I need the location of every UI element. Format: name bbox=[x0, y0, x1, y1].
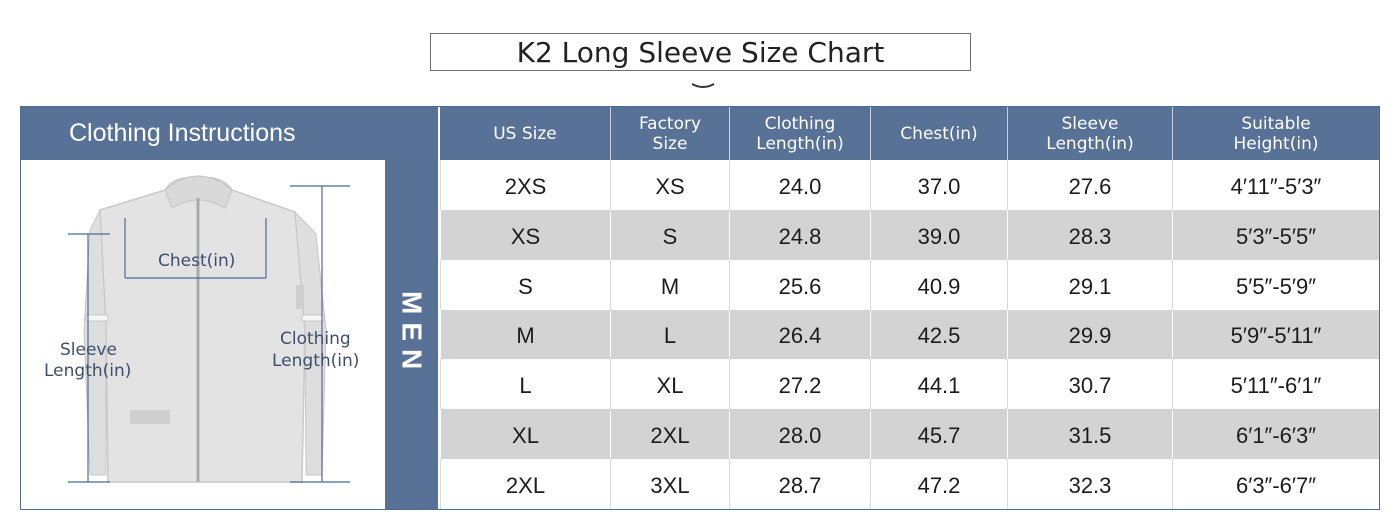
table-cell: 47.2 bbox=[870, 459, 1007, 509]
table-cell: 28.7 bbox=[729, 459, 870, 509]
col-header-chest: Chest(in) bbox=[870, 107, 1007, 160]
table-cell: 4′11″-5′3″ bbox=[1172, 160, 1379, 210]
category-label: MEN bbox=[396, 291, 428, 378]
col-header-factory-size: Factory Size bbox=[610, 107, 729, 160]
table-cell: 5′11″-6′1″ bbox=[1172, 359, 1379, 410]
table-cell: 6′1″-6′3″ bbox=[1172, 409, 1379, 460]
table-cell: 27.6 bbox=[1007, 160, 1172, 210]
size-table: US Size Factory Size Clothing Length(in) C… bbox=[440, 107, 1379, 509]
table-cell: 6′3″-6′7″ bbox=[1172, 459, 1379, 509]
col-header-clothing-length: Clothing Length(in) bbox=[729, 107, 870, 160]
table-cell: 44.1 bbox=[870, 359, 1007, 410]
col-header-suitable-height: Suitable Height(in) bbox=[1172, 107, 1379, 160]
table-cell: 2XL bbox=[610, 409, 729, 460]
table-cell: L bbox=[440, 359, 610, 410]
table-cell: XL bbox=[440, 409, 610, 460]
category-bar: MEN bbox=[385, 160, 438, 509]
col-header-us-size: US Size bbox=[440, 107, 610, 160]
chart-title: K2 Long Sleeve Size Chart bbox=[430, 33, 971, 71]
table-cell: 28.3 bbox=[1007, 209, 1172, 260]
hoodie-diagram: Chest(in) Sleeve Length(in) Clothing Len… bbox=[44, 175, 359, 483]
table-cell: 24.0 bbox=[729, 160, 870, 210]
table-cell: 39.0 bbox=[870, 209, 1007, 260]
size-chart-frame bbox=[20, 106, 1380, 510]
instructions-header: Clothing Instructions bbox=[21, 107, 438, 160]
table-cell: XS bbox=[610, 160, 729, 210]
table-cell: 27.2 bbox=[729, 359, 870, 410]
clothing-length-label-2: Length(in) bbox=[272, 351, 359, 371]
table-cell: 29.1 bbox=[1007, 259, 1172, 310]
table-cell: 32.3 bbox=[1007, 459, 1172, 509]
table-cell: 26.4 bbox=[729, 309, 870, 360]
table-cell: 5′3″-5′5″ bbox=[1172, 209, 1379, 260]
table-cell: S bbox=[440, 259, 610, 310]
table-cell: 45.7 bbox=[870, 409, 1007, 460]
table-cell: S bbox=[610, 209, 729, 260]
table-cell: M bbox=[610, 259, 729, 310]
clothing-length-label-1: Clothing bbox=[280, 329, 351, 349]
chevron-down-icon bbox=[691, 83, 715, 88]
table-cell: XS bbox=[440, 209, 610, 260]
table-cell: 2XS bbox=[440, 160, 610, 210]
table-cell: 28.0 bbox=[729, 409, 870, 460]
chest-label: Chest(in) bbox=[158, 251, 235, 271]
table-cell: 2XL bbox=[440, 459, 610, 509]
table-cell: 30.7 bbox=[1007, 359, 1172, 410]
table-cell: 31.5 bbox=[1007, 409, 1172, 460]
table-cell: 24.8 bbox=[729, 209, 870, 260]
table-cell: 29.9 bbox=[1007, 309, 1172, 360]
sleeve-label-2: Length(in) bbox=[44, 361, 131, 381]
table-cell: L bbox=[610, 309, 729, 360]
table-cell: 25.6 bbox=[729, 259, 870, 310]
table-cell: 5′9″-5′11″ bbox=[1172, 309, 1379, 360]
table-cell: 3XL bbox=[610, 459, 729, 509]
col-header-sleeve-length: Sleeve Length(in) bbox=[1007, 107, 1172, 160]
table-cell: 37.0 bbox=[870, 160, 1007, 210]
table-cell: 42.5 bbox=[870, 309, 1007, 360]
table-cell: XL bbox=[610, 359, 729, 410]
table-cell: 40.9 bbox=[870, 259, 1007, 310]
table-cell: M bbox=[440, 309, 610, 360]
sleeve-label-1: Sleeve bbox=[60, 340, 117, 360]
table-cell: 5′5″-5′9″ bbox=[1172, 259, 1379, 310]
